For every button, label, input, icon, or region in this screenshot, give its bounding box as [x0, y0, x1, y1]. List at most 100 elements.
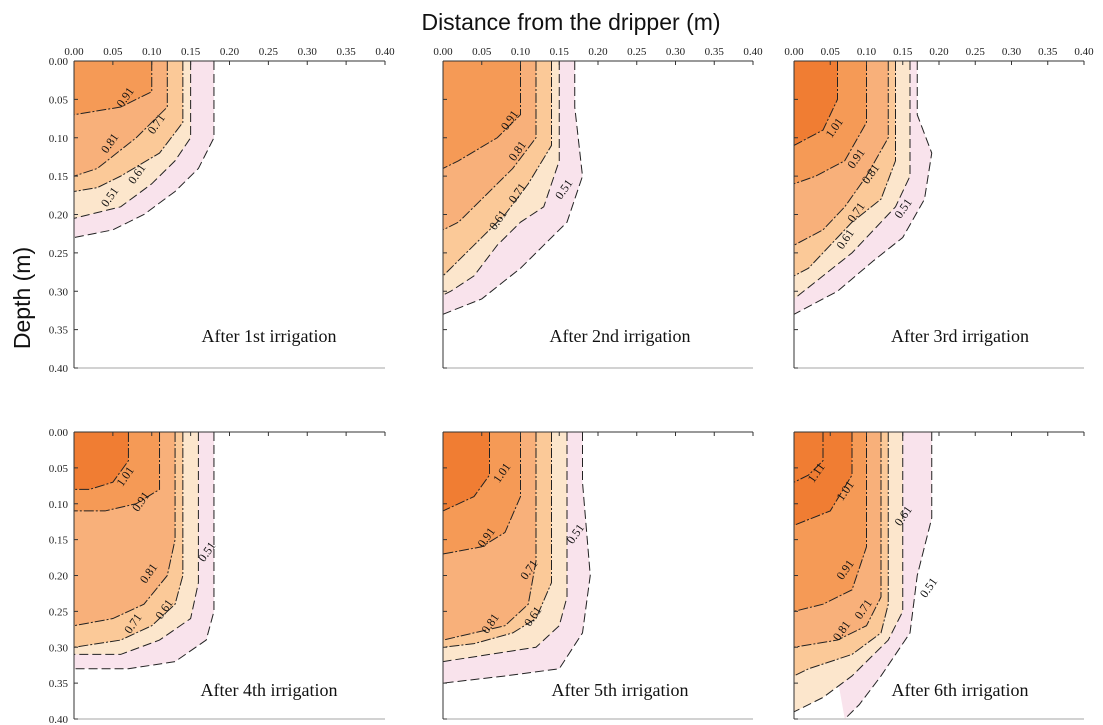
- x-tick-label: 0.40: [1074, 46, 1094, 58]
- contour-line-0.71: [443, 432, 552, 648]
- contour-line-0.51: [844, 432, 933, 719]
- contour-line-0.91: [443, 61, 521, 169]
- contour-label: 0.51: [917, 575, 941, 600]
- x-tick-label: 0.35: [1038, 46, 1058, 58]
- contour-line-0.71: [74, 61, 184, 192]
- contour-fills: [794, 432, 932, 719]
- contour-line-0.81: [443, 432, 537, 641]
- y-tick-label: 0.30: [49, 286, 69, 298]
- contour-line-0.51: [74, 432, 215, 670]
- contour-fill-1.01: [74, 432, 129, 490]
- contour-fills: [443, 432, 591, 684]
- x-tick-label: 0.40: [375, 46, 395, 58]
- y-tick-label: 0.25: [49, 606, 69, 618]
- contour-fill-1.01: [443, 432, 490, 511]
- contour-line-0.61: [443, 61, 560, 296]
- x-tick-label: 0.15: [893, 46, 913, 58]
- contour-fills: [74, 61, 214, 238]
- x-tick-label: 0.00: [64, 46, 84, 58]
- x-tick-label: 0.25: [627, 46, 647, 58]
- contour-line-1.11: [794, 432, 824, 483]
- contour-fill-1.11: [794, 432, 823, 483]
- contour-line-0.81: [794, 432, 882, 648]
- contour-line-0.51: [74, 61, 215, 239]
- x-tick-label: 0.00: [433, 46, 453, 58]
- contour-lines: [794, 61, 933, 315]
- contour-line-1.01: [794, 432, 853, 526]
- panel-3: 0.00 0.05 0.10 0.15 0.20 0.25 0.30 0.35 0.401.01…: [784, 46, 1094, 369]
- contour-line-0.91: [74, 61, 153, 116]
- x-tick-label: 0.20: [588, 46, 608, 58]
- x-tick-label: 0.30: [298, 46, 318, 58]
- contour-line-0.81: [74, 432, 176, 627]
- contour-line-0.61: [794, 432, 904, 713]
- x-tick-label: 0.30: [666, 46, 686, 58]
- y-tick-label: 0.10: [49, 133, 69, 145]
- y-tick-label: 0.10: [49, 499, 69, 511]
- x-tick-label: 0.10: [142, 46, 162, 58]
- contour-line-0.81: [794, 61, 889, 246]
- panel-title: After 2nd irrigation: [550, 326, 691, 346]
- y-tick-label: 0.40: [49, 363, 69, 375]
- panel-1: 0.00 0.05 0.10 0.15 0.20 0.25 0.30 0.35 0.40 0.00…: [49, 46, 395, 375]
- x-tick-label: 0.20: [929, 46, 949, 58]
- contour-line-0.81: [74, 61, 168, 177]
- x-tick-label: 0.40: [743, 46, 763, 58]
- x-tick-label: 0.00: [784, 46, 804, 58]
- y-axis-title: Depth (m): [9, 247, 35, 349]
- panel-title: After 3rd irrigation: [891, 326, 1029, 346]
- contour-line-0.91: [794, 61, 867, 185]
- x-tick-label: 0.10: [511, 46, 531, 58]
- panel-title: After 5th irrigation: [552, 680, 689, 700]
- contour-lines: [443, 61, 584, 315]
- contour-line-0.91: [74, 432, 161, 512]
- contour-lines: [74, 61, 215, 239]
- panel-title: After 6th irrigation: [892, 680, 1029, 700]
- contour-lines: [443, 432, 591, 684]
- contour-fills: [443, 61, 583, 315]
- y-tick-label: 0.15: [49, 171, 69, 183]
- contour-line-0.91: [443, 432, 521, 555]
- contour-line-1.01: [74, 432, 129, 490]
- panels-group: 0.00 0.05 0.10 0.15 0.20 0.25 0.30 0.35 0.40 0.00…: [49, 46, 1094, 725]
- contour-fill-0.91: [443, 61, 521, 169]
- panel-2: 0.00 0.05 0.10 0.15 0.20 0.25 0.30 0.35 0.400.91…: [433, 46, 763, 369]
- y-tick-label: 0.35: [49, 325, 69, 337]
- x-tick-label: 0.30: [1002, 46, 1022, 58]
- y-tick-label: 0.05: [49, 94, 69, 106]
- y-tick-label: 0.00: [49, 56, 69, 68]
- y-tick-label: 0.00: [49, 427, 69, 439]
- contour-line-0.91: [794, 432, 867, 612]
- panel-4: 0.000.050.100.150.200.250.300.350.401.01…: [49, 427, 386, 725]
- x-tick-label: 0.05: [821, 46, 841, 58]
- y-tick-label: 0.20: [49, 210, 69, 222]
- y-tick-label: 0.15: [49, 535, 69, 547]
- y-tick-label: 0.05: [49, 463, 69, 475]
- contour-fill-1.01: [794, 61, 838, 146]
- x-tick-label: 0.10: [857, 46, 877, 58]
- contour-fills: [74, 432, 214, 669]
- y-tick-label: 0.40: [49, 714, 69, 725]
- y-tick-label: 0.35: [49, 678, 69, 690]
- x-tick-label: 0.35: [337, 46, 357, 58]
- contour-line-0.61: [74, 61, 192, 219]
- y-tick-label: 0.30: [49, 642, 69, 654]
- contour-fills: [794, 61, 932, 315]
- x-tick-label: 0.15: [550, 46, 570, 58]
- contour-lines: [794, 432, 933, 719]
- contour-line-0.51: [794, 61, 933, 315]
- contour-line-0.71: [794, 61, 896, 277]
- contour-line-0.61: [794, 61, 911, 300]
- contour-line-0.61: [74, 432, 199, 655]
- contour-line-0.51: [443, 432, 591, 684]
- x-tick-label: 0.05: [103, 46, 123, 58]
- contour-lines: [74, 432, 215, 670]
- contour-line-0.71: [443, 61, 552, 277]
- contour-line-1.01: [794, 61, 838, 146]
- x-tick-label: 0.15: [181, 46, 201, 58]
- x-tick-label: 0.35: [705, 46, 725, 58]
- x-tick-label: 0.25: [259, 46, 279, 58]
